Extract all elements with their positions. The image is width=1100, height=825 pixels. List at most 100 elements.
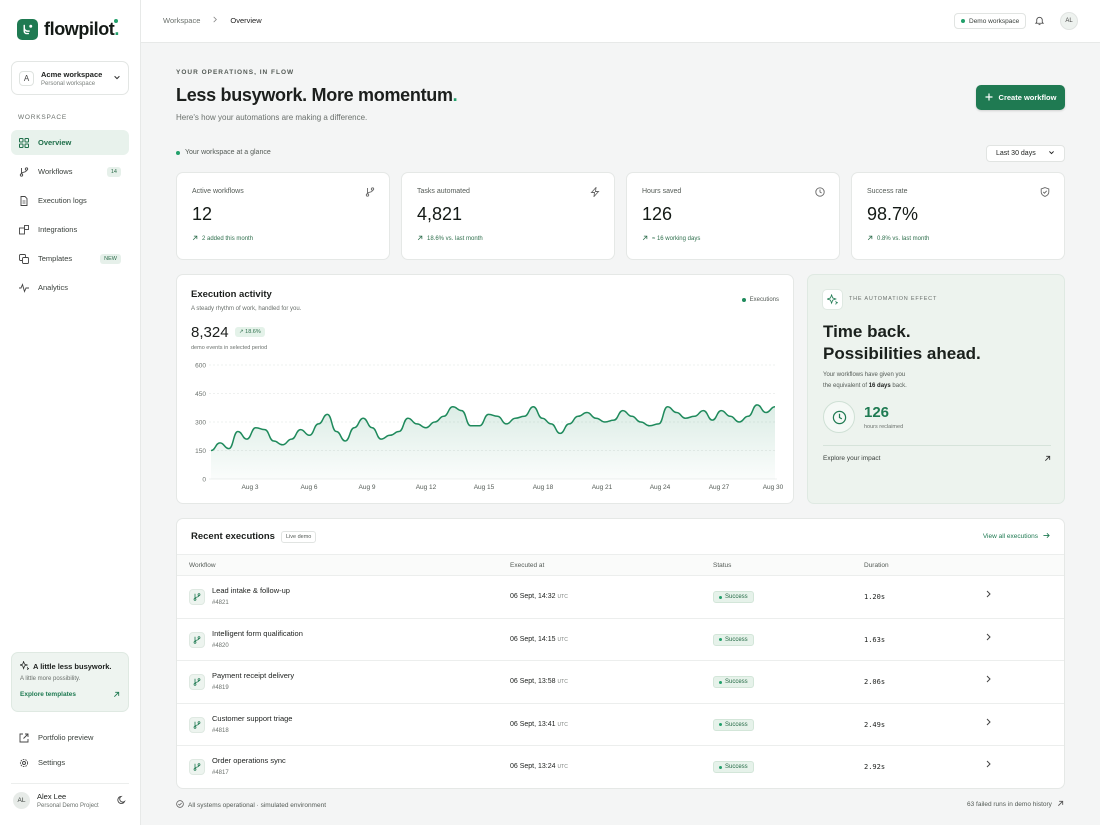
avatar[interactable]: AL [1060,12,1078,30]
kpi-value: 4,821 [417,204,463,224]
kpi-card-tasks-automated: Tasks automated 4,821 18.6% vs. last mon… [401,172,615,260]
y-tick-label: 150 [195,448,206,455]
table-row[interactable]: Order operations sync #4817 06 Sept, 13:… [177,746,1064,788]
explore-templates-link[interactable]: Explore templates [20,691,120,700]
hours-reclaimed-value: 126 [864,404,890,421]
trend-up-icon [867,235,873,243]
kpi-card-hours-saved: Hours saved 126 ≈ 16 working days [626,172,840,260]
breadcrumb-overview: Overview [230,16,262,25]
sidebar-item-overview[interactable]: Overview [11,130,129,155]
table-row[interactable]: Customer support triage #4818 06 Sept, 1… [177,704,1064,747]
user-profile[interactable]: AL Alex Lee Personal Demo Project [11,792,129,809]
sidebar-section-label: WORKSPACE [18,114,67,121]
kpi-value: 126 [642,204,673,224]
duration: 2.06s [864,678,886,687]
sidebar-item-templates[interactable]: Templates NEW [11,246,129,271]
workflow-run-id: #4821 [212,600,229,606]
kpi-label: Active workflows [192,188,244,195]
clock-icon [823,401,855,433]
execution-activity-chart: 0 150 300 450 600 Aug 3 Aug 6 Aug 9 Aug 12 Aug 15… [195,363,784,492]
user-name: Alex Lee [37,792,67,801]
create-workflow-label: Create workflow [998,93,1057,102]
failed-runs-link[interactable]: 63 failed runs in demo history [967,800,1064,809]
activity-growth-badge: ↗ 18.6% [235,327,265,337]
demo-workspace-badge: Demo workspace [954,13,1027,29]
table-row[interactable]: Lead intake & follow-up #4821 06 Sept, 1… [177,576,1064,619]
effect-headline: Time back. Possibilities ahead. [823,322,981,363]
chevron-down-icon [1048,149,1055,158]
sidebar-item-portfolio-preview[interactable]: Portfolio preview [11,725,129,750]
trend-up-icon [192,235,198,243]
sparkle-icon [18,660,30,672]
chevron-right-icon[interactable] [985,760,992,770]
view-all-executions-link[interactable]: View all executions [983,532,1050,541]
sidebar: flowpilot. A Acme workspace Personal wor… [0,0,141,825]
status-dot [961,19,965,23]
table-row[interactable]: Intelligent form qualification #4820 06 … [177,619,1064,662]
sidebar-item-analytics[interactable]: Analytics [11,275,129,300]
branch-icon [365,187,375,199]
status-badge: Success [713,633,754,646]
sidebar-item-label: Workflows [38,167,73,176]
arrow-right-icon [1043,532,1050,541]
topbar: Workspace Overview Demo workspace AL [141,0,1100,43]
system-status-text: All systems operational · simulated envi… [188,801,327,809]
chevron-right-icon[interactable] [985,633,992,643]
flowpilot-logo-icon [17,19,38,40]
moon-icon[interactable] [117,795,127,807]
table-row[interactable]: Payment receipt delivery #4819 06 Sept, … [177,661,1064,704]
activity-subtitle: A steady rhythm of work, handled for you… [191,306,302,312]
kpi-card-active-workflows: Active workflows 12 2 added this month [176,172,390,260]
pulse-icon [19,282,29,293]
sidebar-divider [11,783,129,784]
table-header: Workflow Executed at Status Duration [177,554,1064,576]
sidebar-item-settings[interactable]: Settings [11,750,129,775]
recent-title: Recent executions [191,531,275,542]
kpi-label: Success rate [867,188,908,195]
user-info: Alex Lee Personal Demo Project [37,792,99,809]
sidebar-item-workflows[interactable]: Workflows 14 [11,159,129,184]
duration: 2.49s [864,720,886,729]
promo-subtitle: A little more possibility. [20,676,81,682]
date-range-select[interactable]: Last 30 days [986,145,1065,162]
check-circle-icon [176,800,184,810]
branch-icon [189,631,205,648]
failed-runs-text: 63 failed runs in demo history [967,801,1052,808]
kpi-delta: 0.8% vs. last month [867,235,1049,243]
y-tick-label: 300 [195,420,206,427]
bolt-icon [590,186,600,199]
y-tick-label: 450 [195,391,206,398]
branch-icon [189,589,205,605]
explore-impact-link[interactable]: Explore your impact [823,455,1051,464]
workflow-run-id: #4818 [212,727,229,734]
x-tick-label: Aug 9 [359,484,376,491]
bell-icon[interactable] [1034,15,1045,28]
workspace-switcher[interactable]: A Acme workspace Personal workspace [11,61,129,95]
create-workflow-button[interactable]: Create workflow [976,85,1065,110]
kpi-label: Hours saved [642,188,682,195]
sidebar-item-label: Execution logs [38,196,87,205]
live-demo-tag: Live demo [280,530,317,543]
chevron-right-icon[interactable] [985,590,992,600]
chevron-right-icon[interactable] [985,675,992,685]
workspace-name: Acme workspace [41,69,103,79]
sidebar-item-label: Analytics [38,283,69,292]
breadcrumb-workspace[interactable]: Workspace [163,16,201,25]
glance-text: Your workspace at a glance [185,149,271,156]
explore-templates-label: Explore templates [20,691,76,698]
duration: 1.20s [864,593,886,601]
hours-reclaimed-label: hours reclaimed [864,424,904,430]
brand-logo[interactable]: flowpilot. [17,19,119,40]
clock-icon [815,187,825,199]
workflow-name: Order operations sync [212,756,286,766]
page-subtitle: Here's how your automations are making a… [176,113,368,122]
kpi-delta: 2 added this month [192,235,374,243]
sidebar-item-integrations[interactable]: Integrations [11,217,129,242]
arrow-up-right-icon [1044,455,1051,464]
sidebar-item-execution-logs[interactable]: Execution logs [11,188,129,213]
workflow-count-badge: 14 [106,166,121,177]
chevron-right-icon[interactable] [985,718,992,728]
x-tick-label: Aug 6 [301,484,318,491]
executed-at: 06 Sept, 13:24 UTC [510,763,568,771]
x-tick-label: Aug 27 [709,484,730,491]
